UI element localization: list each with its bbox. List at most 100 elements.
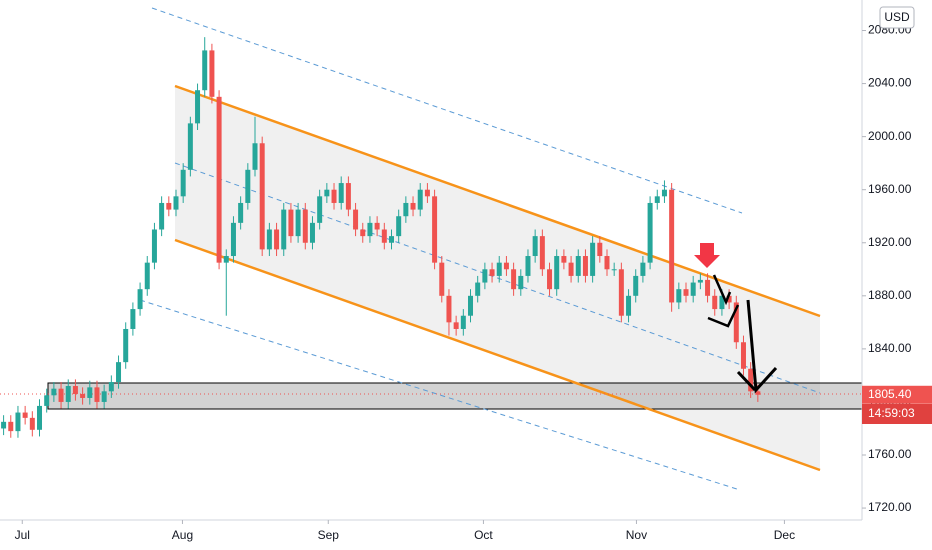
candle-body	[87, 387, 93, 398]
candle-body	[525, 256, 531, 276]
y-tick-label: 1880.00	[868, 288, 912, 302]
candle-body	[381, 229, 387, 243]
countdown-box	[862, 404, 932, 424]
candle-body	[733, 302, 739, 343]
candle-body	[295, 209, 301, 237]
candle-body	[123, 328, 129, 363]
candle-body	[374, 222, 380, 230]
candle-body	[432, 196, 438, 263]
candle-body	[331, 189, 337, 203]
y-tick-label: 1960.00	[868, 182, 912, 196]
candle-body	[29, 417, 35, 430]
y-tick-label: 2040.00	[868, 76, 912, 90]
candle-body	[388, 236, 394, 243]
candle-body	[37, 405, 43, 430]
candle-body	[309, 222, 315, 243]
candle-body	[151, 229, 157, 263]
candle-body	[568, 262, 574, 276]
candle-body	[44, 395, 50, 406]
hand-arrow	[707, 304, 740, 328]
candle-body	[288, 209, 294, 237]
candle-body	[582, 256, 588, 276]
x-tick-label: Aug	[172, 528, 193, 542]
support-box	[47, 382, 863, 410]
y-tick-label: 1920.00	[868, 235, 912, 249]
candle-body	[72, 386, 78, 394]
candle-body	[597, 242, 603, 257]
candle-body	[80, 393, 86, 398]
y-tick-label: 1720.00	[868, 500, 912, 514]
y-tick-label: 1840.00	[868, 341, 912, 355]
candle-body	[410, 202, 416, 210]
candle-body	[460, 315, 466, 329]
hand-arrow	[736, 370, 757, 392]
candle-body	[661, 189, 667, 197]
candle-body	[446, 295, 452, 323]
currency: USD	[884, 10, 910, 24]
candle-body	[705, 279, 711, 296]
candle-body	[202, 50, 208, 91]
candle-body	[590, 242, 596, 276]
candle-body	[302, 209, 308, 243]
countdown: 14:59:03	[868, 406, 915, 420]
candle-body	[396, 216, 402, 237]
candle-body	[740, 342, 746, 369]
candle-body	[532, 236, 538, 257]
candle-body	[496, 262, 502, 276]
candle-body	[640, 262, 646, 276]
candle-body	[195, 90, 201, 124]
candle-body	[324, 189, 330, 197]
candle-body	[173, 196, 179, 210]
x-tick-label: Sep	[318, 528, 340, 542]
candle-body	[489, 269, 495, 276]
candle-body	[726, 295, 732, 303]
candle-body	[230, 222, 236, 257]
candle-body	[108, 382, 114, 392]
candle-body	[453, 322, 459, 329]
candle-body	[633, 275, 639, 296]
candle-body	[338, 183, 344, 203]
last-price-box	[862, 385, 932, 404]
candles	[1, 37, 761, 438]
candle-body	[511, 269, 517, 290]
candle-body	[360, 229, 366, 237]
candle-body	[353, 209, 359, 230]
candle-body	[669, 189, 675, 303]
candle-body	[15, 412, 21, 432]
candle-body	[626, 295, 632, 316]
candle-body	[345, 183, 351, 210]
candle-body	[166, 202, 172, 210]
x-tick-label: Nov	[626, 528, 647, 542]
candle-body	[719, 295, 725, 310]
dashed-line	[139, 299, 741, 491]
candle-body	[223, 256, 229, 263]
y-tick-label: 1760.00	[868, 447, 912, 461]
candle-body	[116, 362, 122, 383]
candle-body	[259, 143, 265, 250]
dashed-line	[174, 162, 821, 394]
channel-line	[174, 238, 821, 472]
candle-body	[58, 388, 64, 402]
candle-body	[424, 189, 430, 197]
candle-body	[417, 189, 423, 210]
last-price: 1805.40	[868, 387, 912, 401]
candle-body	[281, 209, 287, 250]
candle-body	[547, 269, 553, 290]
candle-body	[539, 236, 545, 270]
candle-body	[403, 202, 409, 217]
candle-body	[22, 412, 28, 418]
candle-body	[697, 279, 703, 283]
candle-body	[503, 262, 509, 270]
currency-badge	[879, 6, 915, 29]
red-arrow	[694, 243, 720, 268]
candle-body	[266, 229, 272, 250]
candle-body	[245, 169, 251, 203]
y-tick-label: 2000.00	[868, 129, 912, 143]
candle-body	[611, 269, 617, 271]
candle-body	[238, 202, 244, 223]
candle-body	[439, 262, 445, 296]
annotations	[694, 243, 778, 394]
candle-body	[712, 295, 718, 310]
candle-body	[180, 169, 186, 197]
